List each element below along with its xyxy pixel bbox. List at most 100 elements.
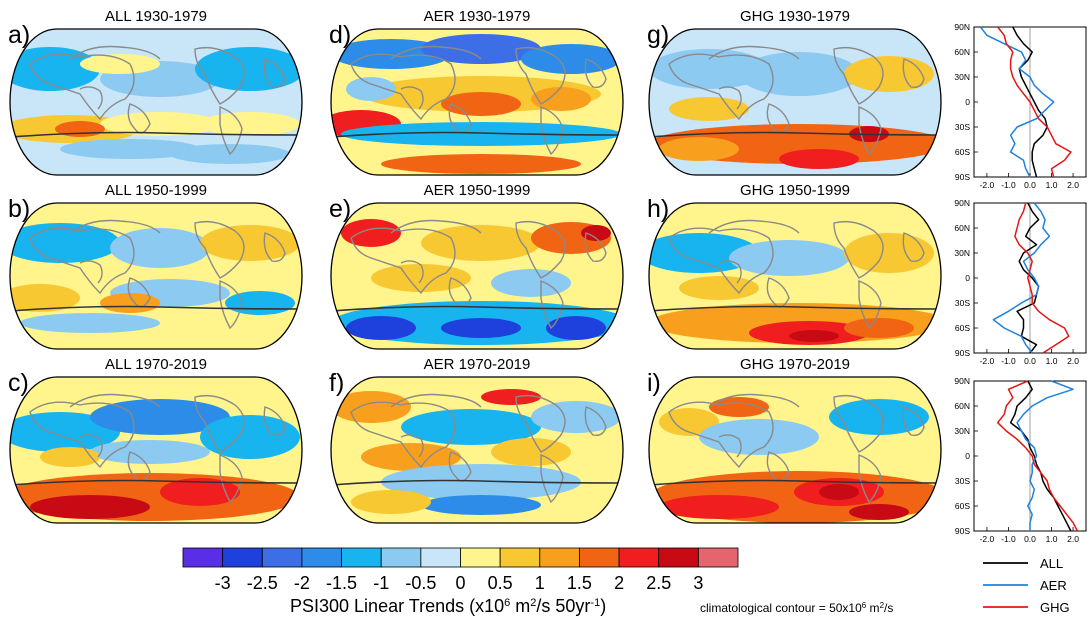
map-panel-c: ALL 1970-2019 c) [8,356,303,524]
strong-negative-blob [546,316,606,340]
coastline-path [584,406,607,437]
panel-letter: b) [8,195,30,223]
profile-line-ghg [1014,202,1070,354]
map-panel-g: GHG 1930-1979 g) [647,8,942,176]
coastline-path [668,53,774,121]
y-tick-label: 30S [955,122,970,132]
x-tick-label: -2.0 [980,534,995,544]
positive-blob [361,443,461,471]
profile-legend: ALL AER GHG [983,556,1070,615]
panel-title: AER 1950-1999 [424,182,531,199]
coastline-path [263,232,286,263]
negative-blob [401,409,541,445]
positive-blob [659,408,719,436]
coastline-path [263,58,286,89]
colorbar-swatch [261,547,303,568]
trend-field [649,29,941,175]
strong-positive-blob [659,495,779,519]
map-border [648,28,942,176]
colorbar-tick-label: -2 [294,573,310,593]
y-tick-label: 90S [955,526,970,536]
negative-blob [10,223,120,263]
y-tick-label: 90N [954,22,970,32]
positive-blob [421,225,541,261]
coastline-path [708,219,800,234]
panel-title: ALL 1970-2019 [105,356,207,373]
colorbar-title: PSI300 Linear Trends (x106 m2/s 50yr-1) [290,596,606,616]
y-tick-label: 60S [955,501,970,511]
x-tick-label: -2.0 [980,180,995,190]
title-part: ) [600,596,606,616]
coastline-path [350,401,456,469]
coastline-path [79,434,103,458]
negative-blob [225,291,295,315]
strong-positive-blob [341,219,401,247]
coastlines [350,219,607,330]
coastlines [668,219,925,330]
profile-line-aer [979,26,1055,178]
colorbar-tick-label: -3 [215,573,231,593]
colorbar-swatch [420,547,461,568]
y-tick-label: 90N [954,376,970,386]
positive-blob [531,87,591,111]
climatological-contour [10,479,302,486]
y-tick-label: 90S [955,172,970,182]
zonal-profile-2: 90N 60N 30N 0 30S 60S 90S -2.0 -1.0 0.0 1.0 2.0 [954,198,1087,366]
superscript: 2 [880,601,885,610]
x-tick-label: 2.0 [1067,180,1079,190]
weak-negative-blob [60,139,200,159]
weak-negative-blob [491,269,571,297]
map-border [330,28,624,176]
coastline-path [29,227,135,295]
map-border [648,202,942,350]
y-tick-label: 30N [954,248,970,258]
positive-blob [200,225,300,261]
colorbar-swatch [341,547,382,568]
coastline-path [708,393,800,408]
colorbar-tick-label: -1.5 [326,573,357,593]
y-tick-label: 60N [954,401,970,411]
panel-letter: a) [8,21,30,49]
colorbar-swatch [658,547,699,568]
zonal-profile-panels: 90N 60N 30N 0 30S 60S 90S -2.0 -1.0 0.0 1.0 2.0 90N 6… [954,22,1087,544]
strong-positive-blob [160,478,240,506]
coastline-path [858,105,882,156]
title-part: /s 50yr [536,596,590,616]
max-positive-blob [30,495,150,519]
panel-letter: g) [647,21,669,49]
colorbar-swatch [182,547,224,568]
coastline-path [902,406,925,437]
climatological-contour [649,305,941,312]
profile-line-aer [992,202,1051,354]
colorbar-tick-label: 0.5 [488,573,513,593]
coastline-path [219,279,243,330]
map-panel-d: AER 1930-1979 d) [329,8,624,176]
coastline-path [540,453,564,504]
note-part: m [866,601,879,615]
profile-line-all [1012,26,1048,178]
profile-line-ghg [997,26,1072,178]
coastline-path [858,453,882,504]
coastline-path [194,46,245,105]
coastline-path [69,45,161,60]
coastline-path [263,406,286,437]
coastlines [29,393,286,504]
weak-negative-blob [90,440,210,464]
colorbar-tick-label: -2.5 [247,573,278,593]
coastlines [29,45,286,156]
positive-blob [844,233,934,273]
map-panel-b: ALL 1950-1999 b) [8,182,303,350]
weak-negative-blob [20,313,160,333]
legend-label: AER [1040,578,1067,593]
superscript: 6 [504,597,510,609]
coastline-path [718,434,742,458]
weak-positive-blob [160,318,280,338]
max-positive-blob [819,484,859,500]
colorbar-tick-label: 2.5 [646,573,671,593]
positive-blob [371,264,471,292]
negative-blob [649,233,759,273]
weak-negative-blob [110,228,210,268]
panel-letter: d) [329,21,351,49]
y-tick-label: 30N [954,426,970,436]
negative-blob [90,399,230,435]
